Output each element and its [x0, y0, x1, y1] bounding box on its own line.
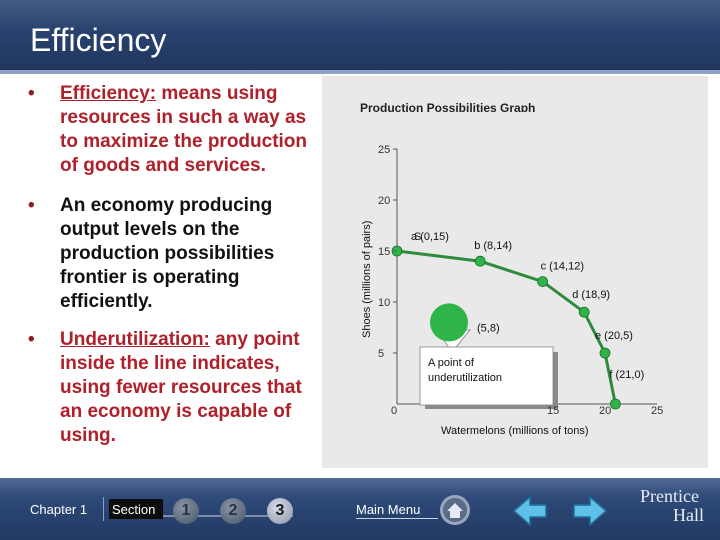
ppf-curve	[391, 245, 621, 410]
section-box	[109, 499, 163, 519]
callout-shadow-right	[553, 352, 558, 408]
section-2-button[interactable]: 2	[220, 498, 246, 524]
callout-box	[419, 346, 554, 406]
forward-arrow-icon[interactable]	[570, 494, 610, 528]
ppf-point	[537, 276, 548, 288]
underutilization-point	[430, 303, 468, 342]
footer-sheen	[0, 478, 720, 496]
y-tick-label: 5	[378, 348, 384, 360]
point-label: e (20,5)	[595, 330, 633, 342]
callout-shadow-bottom	[425, 405, 558, 409]
ppf-point	[578, 306, 590, 318]
section-label: Section	[112, 502, 156, 517]
footer-divider	[103, 497, 104, 521]
y-tick-label: 10	[378, 297, 390, 309]
term-underutilization: Underutilization:	[60, 329, 210, 350]
slide-title: Efficiency	[30, 22, 167, 58]
x-tick-label: 20	[599, 405, 611, 417]
bullet-text: means using resources in such a way as t…	[60, 83, 308, 176]
chart-title: Production Possibilities Graph	[360, 101, 536, 115]
title-bar	[0, 0, 720, 74]
x-tick-label: 25	[651, 405, 663, 417]
bullet-dot: •	[28, 329, 35, 350]
y-tick-label: 20	[378, 195, 390, 207]
ppf-line	[396, 249, 617, 405]
point-label: b (8,14)	[474, 240, 512, 252]
section-3-button[interactable]: 3	[267, 498, 293, 524]
x-tick-label: 15	[547, 405, 559, 417]
underutilization-point-label: (5,8)	[477, 322, 500, 334]
brand-line-1: Prentice	[640, 486, 699, 506]
callout-text-line-2: underutilization	[428, 372, 502, 384]
point-label: f (21,0)	[609, 369, 644, 381]
term-efficiency: Efficiency:	[60, 83, 157, 104]
home-icon[interactable]	[438, 494, 472, 526]
title-bar-gloss	[0, 0, 720, 30]
point-label: c (14,12)	[541, 261, 584, 273]
bullet-dot: •	[28, 83, 35, 104]
chart-point-labels: a (0,15) b (8,14) c (14,12) d (18,9) e (20,5…	[411, 231, 644, 381]
underutilization-callout: A point of underutilization	[419, 329, 558, 409]
s-label: S	[414, 231, 421, 243]
y-axis-label: Shoes (millions of pairs)	[361, 221, 373, 338]
y-tick-label: 25	[378, 144, 390, 156]
point-label: a (0,15)	[411, 231, 449, 243]
chart-ticks: 5 10 15 20 25 0 15 20 25	[378, 144, 663, 417]
bullet-text: any point inside the line indicates, usi…	[60, 329, 302, 446]
chapter-label: Chapter 1	[30, 502, 88, 517]
chart-axes: Shoes (millions of pairs) Watermelons (mi…	[361, 149, 657, 437]
x-tick-label: 0	[391, 405, 397, 417]
back-arrow-icon[interactable]	[510, 494, 550, 528]
ppf-point	[610, 398, 621, 410]
brand-line-2: Hall	[673, 505, 704, 525]
chart-title-mask	[352, 112, 592, 120]
title-bar-rule	[0, 70, 720, 74]
callout-text-line-1: A point of	[428, 357, 475, 369]
x-axis-label: Watermelons (millions of tons)	[441, 425, 589, 437]
bullet-text: An economy producing output levels on th…	[60, 195, 275, 312]
point-label: d (18,9)	[572, 289, 610, 301]
bullet-dot: •	[28, 195, 35, 216]
ppf-point	[474, 255, 486, 267]
main-menu-underline	[356, 518, 438, 519]
y-tick-label: 15	[378, 246, 390, 258]
ppf-point	[599, 347, 611, 359]
main-menu-link[interactable]: Main Menu	[356, 502, 421, 517]
section-1-button[interactable]: 1	[173, 498, 199, 524]
